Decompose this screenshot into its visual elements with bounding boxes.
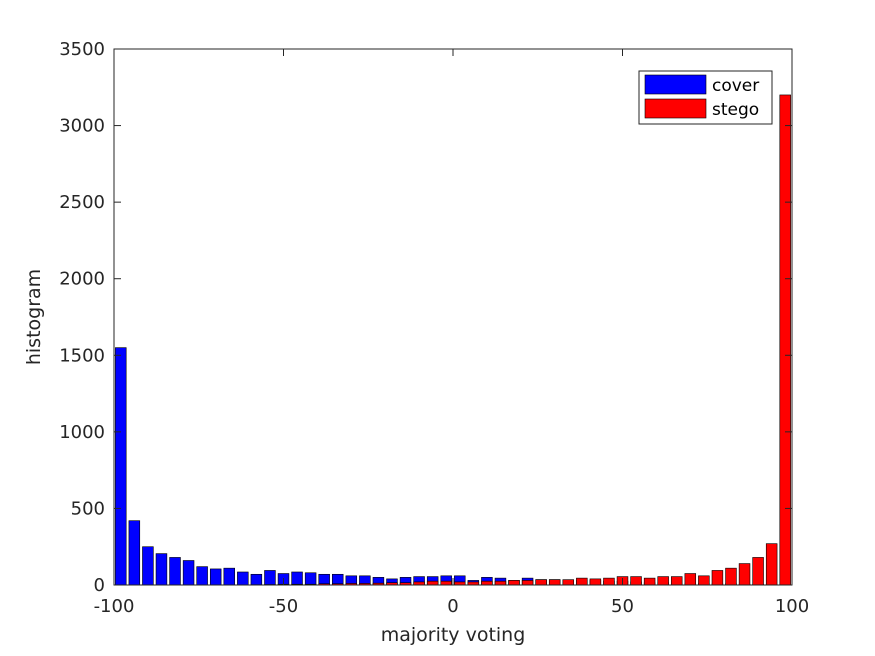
cover-bar [142, 546, 154, 586]
stego-bar [671, 576, 683, 586]
cover-bar [196, 566, 208, 586]
y-tick-label: 2500 [59, 192, 105, 213]
stego-bar [630, 576, 642, 586]
stego-bar [738, 563, 751, 586]
cover-bar [237, 571, 249, 586]
cover-bar [223, 567, 235, 586]
x-tick-label: -50 [269, 596, 298, 617]
bars-group [115, 94, 791, 586]
cover-bar [264, 570, 276, 586]
cover-bar [332, 573, 344, 586]
stego-bar [657, 576, 669, 586]
stego-bar [562, 579, 574, 586]
x-tick-label: 0 [447, 596, 458, 617]
stego-bar [698, 575, 710, 586]
y-tick-label: 3500 [59, 39, 105, 60]
x-tick-label: 100 [775, 596, 809, 617]
stego-bar [643, 577, 656, 586]
cover-bar [182, 560, 195, 586]
cover-bar [169, 557, 181, 586]
cover-bar [128, 520, 141, 586]
x-tick-label: 50 [611, 596, 634, 617]
stego-bar [576, 577, 588, 586]
stego-bar [603, 577, 615, 586]
legend: cover stego [638, 70, 773, 125]
stego-bar [548, 579, 561, 586]
stego-legend-swatch [644, 98, 707, 119]
y-tick-label: 3000 [59, 116, 105, 137]
y-tick-label: 0 [94, 575, 105, 596]
y-axis-label: histogram [23, 269, 45, 365]
stego-legend-label: stego [712, 100, 759, 120]
stego-bar [494, 580, 507, 586]
stego-bar [521, 580, 534, 586]
y-tick-label: 500 [71, 498, 105, 519]
plot-area [114, 49, 792, 585]
cover-bar [209, 568, 222, 586]
stego-bar [725, 567, 737, 586]
stego-bar [752, 557, 764, 586]
cover-bar [318, 573, 330, 586]
cover-bar [250, 573, 263, 586]
cover-bar [304, 572, 317, 586]
x-tick-label: -100 [94, 596, 135, 617]
cover-legend-swatch [644, 74, 707, 95]
y-tick-label: 2000 [59, 269, 105, 290]
cover-bar [291, 571, 303, 586]
stego-bar [779, 94, 791, 586]
stego-bar [440, 580, 452, 586]
stego-bar [711, 570, 724, 586]
stego-bar [481, 580, 493, 586]
y-tick-label: 1000 [59, 422, 105, 443]
stego-bar [589, 578, 602, 586]
stego-bar [426, 580, 439, 586]
y-tick-label: 1500 [59, 345, 105, 366]
stego-bar [535, 579, 547, 586]
cover-bar [155, 553, 168, 586]
x-axis-label: majority voting [381, 624, 526, 646]
cover-bar [115, 347, 127, 586]
cover-legend-label: cover [712, 76, 759, 96]
stego-bar [508, 580, 520, 586]
stego-bar [684, 573, 697, 586]
axes-group: -100 -50 0 50 100050010001500200025003000350… [59, 39, 809, 617]
stego-bar [765, 543, 778, 586]
